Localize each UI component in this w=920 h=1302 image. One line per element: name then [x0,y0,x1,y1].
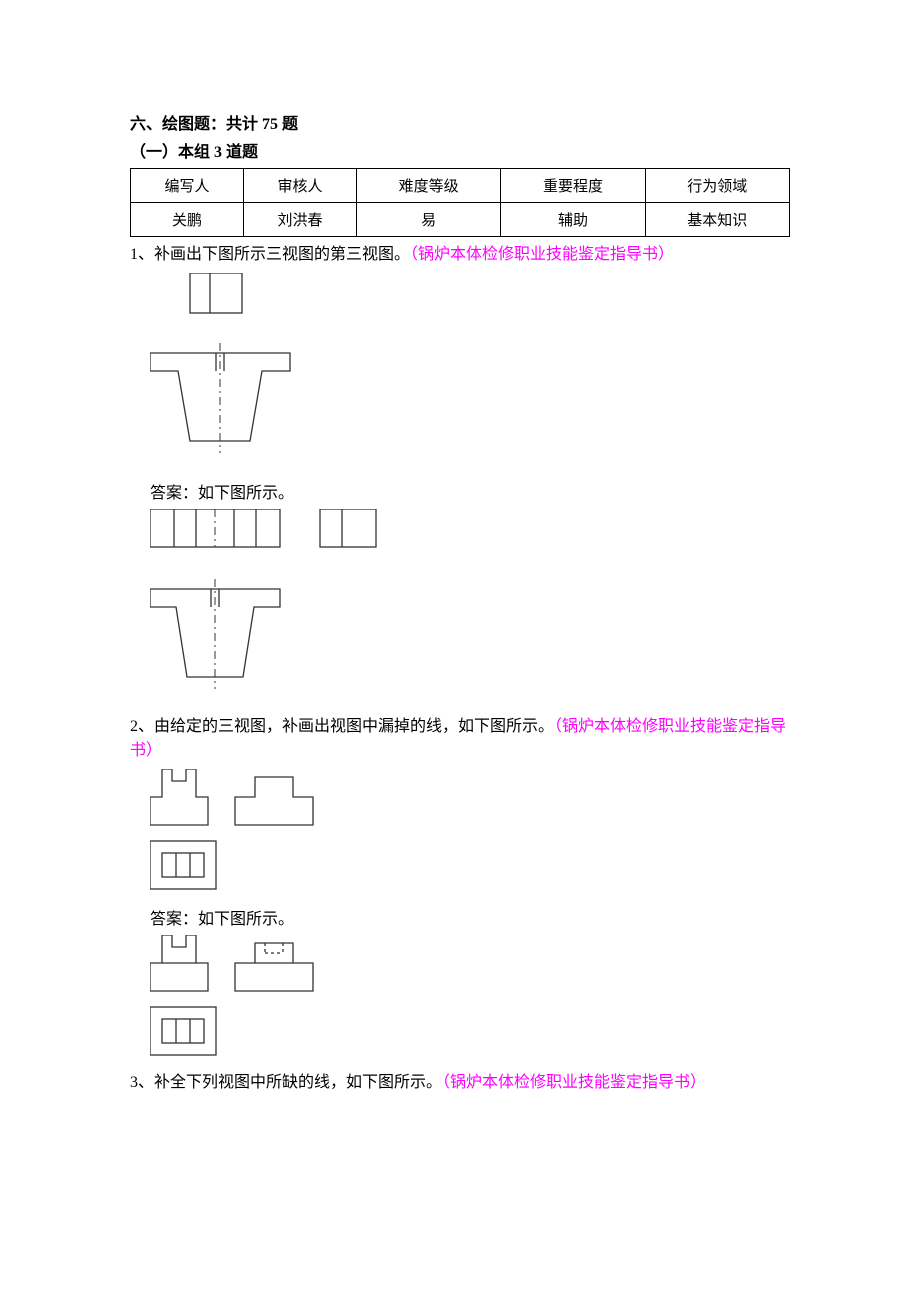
q3-ref: （锅炉本体检修职业技能鉴定指导书） [442,1074,706,1091]
q3-num: 3、 [130,1074,154,1091]
q1-ref: （锅炉本体检修职业技能鉴定指导书） [410,246,674,263]
td-author: 关鹏 [131,203,244,237]
q1-line: 1、补画出下图所示三视图的第三视图。（锅炉本体检修职业技能鉴定指导书） [130,243,790,267]
q2-answer-label: 答案：如下图所示。 [150,905,790,929]
q2-text: 由给定的三视图，补画出视图中漏掉的线，如下图所示。 [154,718,554,735]
q2-answer-svg [150,935,370,1065]
th-author: 编写人 [131,169,244,203]
td-importance: 辅助 [501,203,645,237]
q1-answer-svg [150,509,430,709]
q2-line: 2、由给定的三视图，补画出视图中漏掉的线，如下图所示。（锅炉本体检修职业技能鉴定… [130,715,790,763]
q2-given-svg [150,769,370,899]
q3-text: 补全下列视图中所缺的线，如下图所示。 [154,1074,442,1091]
th-domain: 行为领域 [645,169,789,203]
q1-num: 1、 [130,246,154,263]
th-difficulty: 难度等级 [356,169,500,203]
q2-num: 2、 [130,718,154,735]
section-heading: 六、绘图题：共计 75 题 [130,110,790,134]
q1-given-fig [150,273,790,473]
table-header-row: 编写人 审核人 难度等级 重要程度 行为领域 [131,169,790,203]
q1-answer-label: 答案：如下图所示。 [150,479,790,503]
td-domain: 基本知识 [645,203,789,237]
q2-given-fig [150,769,790,899]
table-data-row: 关鹏 刘洪春 易 辅助 基本知识 [131,203,790,237]
th-reviewer: 审核人 [243,169,356,203]
q1-answer-fig [150,509,790,709]
group-heading: （一）本组 3 道题 [130,138,790,162]
th-importance: 重要程度 [501,169,645,203]
q2-answer-fig [150,935,790,1065]
meta-table: 编写人 审核人 难度等级 重要程度 行为领域 关鹏 刘洪春 易 辅助 基本知识 [130,168,790,237]
q1-text: 补画出下图所示三视图的第三视图。 [154,246,410,263]
td-reviewer: 刘洪春 [243,203,356,237]
q3-line: 3、补全下列视图中所缺的线，如下图所示。（锅炉本体检修职业技能鉴定指导书） [130,1071,790,1095]
q1-given-svg [150,273,350,473]
td-difficulty: 易 [356,203,500,237]
